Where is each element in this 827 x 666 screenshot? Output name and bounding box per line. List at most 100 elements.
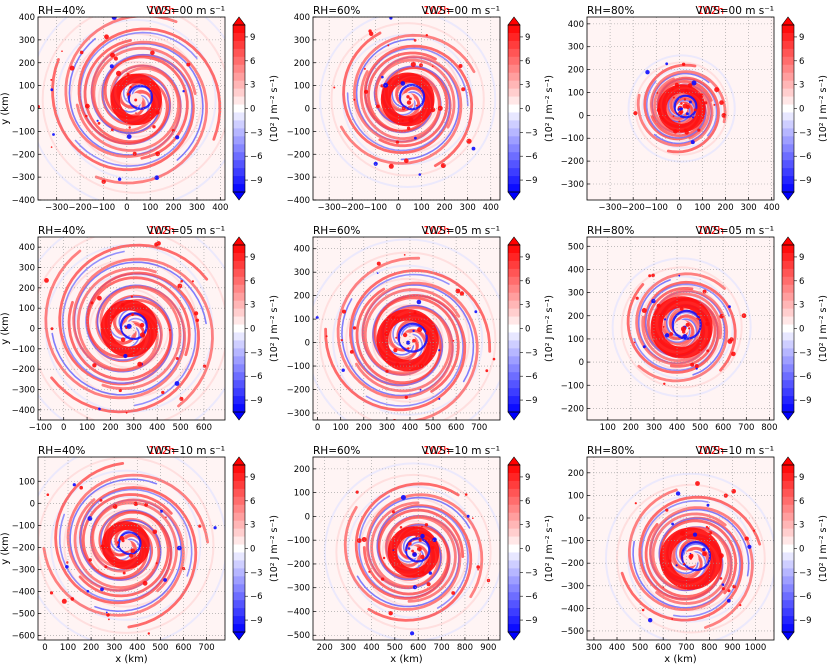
x-tick-label: 0 (61, 423, 66, 433)
spiral-band (58, 509, 172, 602)
y-tick-label: −200 (561, 559, 584, 569)
colorbar-tick-label: −6 (250, 152, 263, 162)
convective-cell (706, 349, 710, 353)
colorbar-segment (233, 576, 245, 585)
y-tick-label: −300 (561, 582, 584, 592)
colorbar-segment (508, 245, 520, 254)
convective-cell (702, 289, 707, 294)
colorbar-segment (508, 380, 520, 389)
colorbar-tick-label: −9 (525, 176, 538, 186)
colorbar-segment (508, 104, 520, 113)
colorbar-segment (508, 552, 520, 561)
colorbar: 9 6 3 0 −3 −6 −9 (10² J m⁻² s⁻¹) (507, 456, 555, 641)
x-tick-label: 100 (79, 423, 95, 433)
convective-cell (406, 100, 412, 105)
convective-cell (408, 117, 414, 123)
colorbar-tick-label: −9 (525, 396, 538, 406)
convective-cell (641, 608, 645, 612)
colorbar-segment (508, 316, 520, 325)
colorbar-segment (233, 136, 245, 145)
colorbar-extend-top (232, 236, 246, 246)
colorbar-segment (782, 64, 794, 74)
colorbar-segment (782, 536, 794, 545)
x-tick-label: 400 (764, 203, 780, 213)
convective-cell (688, 554, 694, 560)
colorbar-extend-top (781, 456, 795, 466)
convective-cell (154, 175, 160, 180)
y-tick-label: −200 (561, 157, 584, 167)
gridlines (38, 457, 225, 640)
colorbar-segment (233, 488, 245, 498)
colorbar-tick-label: −3 (799, 568, 812, 578)
convective-cell (682, 549, 685, 552)
x-axis-label: x (km) (115, 654, 148, 665)
colorbar-segment (233, 252, 245, 262)
colorbar-segment (233, 120, 245, 129)
colorbar-segment (782, 512, 794, 522)
convective-cell (403, 254, 406, 256)
colorbar-tick-label: −3 (250, 568, 263, 578)
convective-cell (376, 261, 381, 266)
colorbar-label: (10² J m⁻² s⁻¹) (269, 75, 280, 142)
y-tick-label: −100 (287, 362, 310, 372)
convective-cell (152, 529, 158, 535)
convective-cell (213, 526, 217, 530)
convective-cell (685, 104, 690, 110)
convective-cell (692, 116, 694, 119)
convective-cell (395, 316, 400, 321)
colorbar-segment (508, 480, 520, 490)
colorbar-segment (782, 120, 794, 129)
y-tick-label: −400 (12, 406, 35, 416)
colorbar-segment (508, 40, 520, 50)
colorbar-segment (233, 472, 245, 482)
x-tick-label: −200 (68, 203, 91, 213)
x-tick-label: 0 (677, 203, 682, 213)
colorbar-segment (782, 80, 794, 90)
convective-cell (353, 98, 356, 101)
convective-cell (474, 310, 478, 314)
convective-cell (129, 85, 132, 89)
convective-cell (50, 88, 54, 92)
x-tick-label: 700 (471, 423, 487, 433)
convective-cell (417, 546, 422, 552)
ring (611, 257, 752, 398)
colorbar-segment (508, 160, 520, 169)
convective-cell (477, 568, 479, 571)
colorbar-label: (10² J m⁻² s⁻¹) (544, 75, 555, 142)
y-tick-label: −500 (287, 631, 310, 641)
convective-cell (705, 318, 709, 322)
y-tick-label: 300 (19, 36, 35, 46)
colorbar: 9 6 3 0 −3 −6 −9 (10² J m⁻² s⁻¹) (232, 16, 280, 201)
colorbar-tick-label: 0 (250, 545, 255, 555)
convective-cell (407, 547, 411, 550)
convective-cell (387, 44, 390, 47)
spiral-band (69, 478, 162, 592)
colorbar-segment (508, 152, 520, 161)
x-tick-label: 300 (740, 203, 756, 213)
colorbar-segment (508, 616, 520, 625)
colorbar-segment (782, 520, 794, 530)
convective-cell (425, 331, 429, 335)
colorbar-segment (508, 584, 520, 593)
colorbar-segment (782, 144, 794, 153)
field (38, 17, 225, 200)
colorbar-extend-top (232, 456, 246, 466)
convective-cell (382, 556, 386, 560)
convective-cell (421, 525, 423, 528)
colorbar-tick-label: −9 (525, 616, 538, 626)
convective-cell (50, 146, 53, 148)
y-tick-label: 300 (568, 289, 584, 299)
panel-rh-label: RH=60% (313, 5, 360, 17)
colorbar-segment (782, 112, 794, 121)
y-tick-label: 200 (294, 292, 310, 302)
y-tick-label: 400 (294, 13, 310, 23)
convective-cell (692, 532, 698, 537)
y-tick-label: −100 (561, 537, 584, 547)
colorbar-segment (508, 332, 520, 341)
colorbar-segment (233, 316, 245, 325)
panel-time-label: 102h (697, 445, 724, 457)
convective-cell (117, 545, 120, 549)
colorbar-segment (508, 536, 520, 545)
colorbar-tick-label: 9 (799, 253, 804, 263)
colorbar-segment (508, 396, 520, 405)
